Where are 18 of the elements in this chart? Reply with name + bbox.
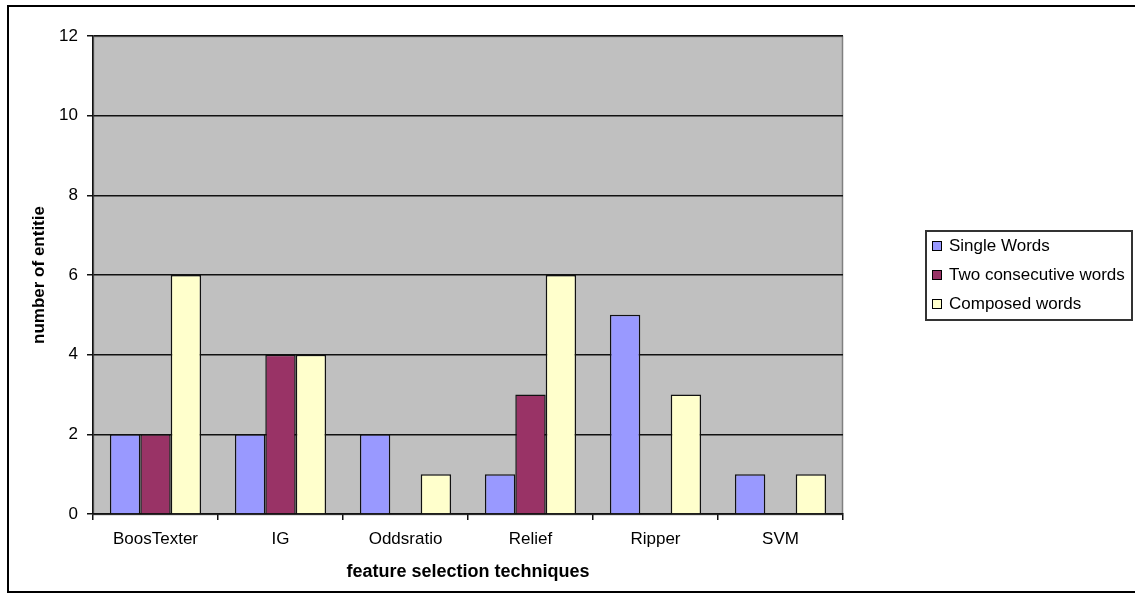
x-tick-label: Relief: [508, 528, 553, 548]
y-tick-label: 8: [68, 185, 78, 205]
y-tick-label: 10: [59, 105, 78, 125]
y-tick-label: 2: [68, 424, 78, 444]
x-tick-label: IG: [271, 528, 290, 548]
x-axis-title: feature selection techniques: [346, 561, 590, 582]
y-tick-label: 12: [59, 25, 78, 45]
x-tick-label: SVM: [762, 528, 799, 548]
x-tick-label: BoosTexter: [112, 528, 199, 548]
legend-label: Single Words: [949, 236, 1050, 256]
x-tick-label: Oddsratio: [368, 528, 443, 548]
y-tick-label: 6: [68, 264, 78, 284]
x-tick-label: Ripper: [630, 528, 681, 548]
legend-label: Composed words: [949, 294, 1082, 314]
y-axis-title: number of entitie: [28, 206, 48, 344]
y-tick-label: 4: [68, 344, 78, 364]
y-tick-label: 0: [68, 503, 78, 523]
legend-label: Two consecutive words: [949, 265, 1125, 285]
